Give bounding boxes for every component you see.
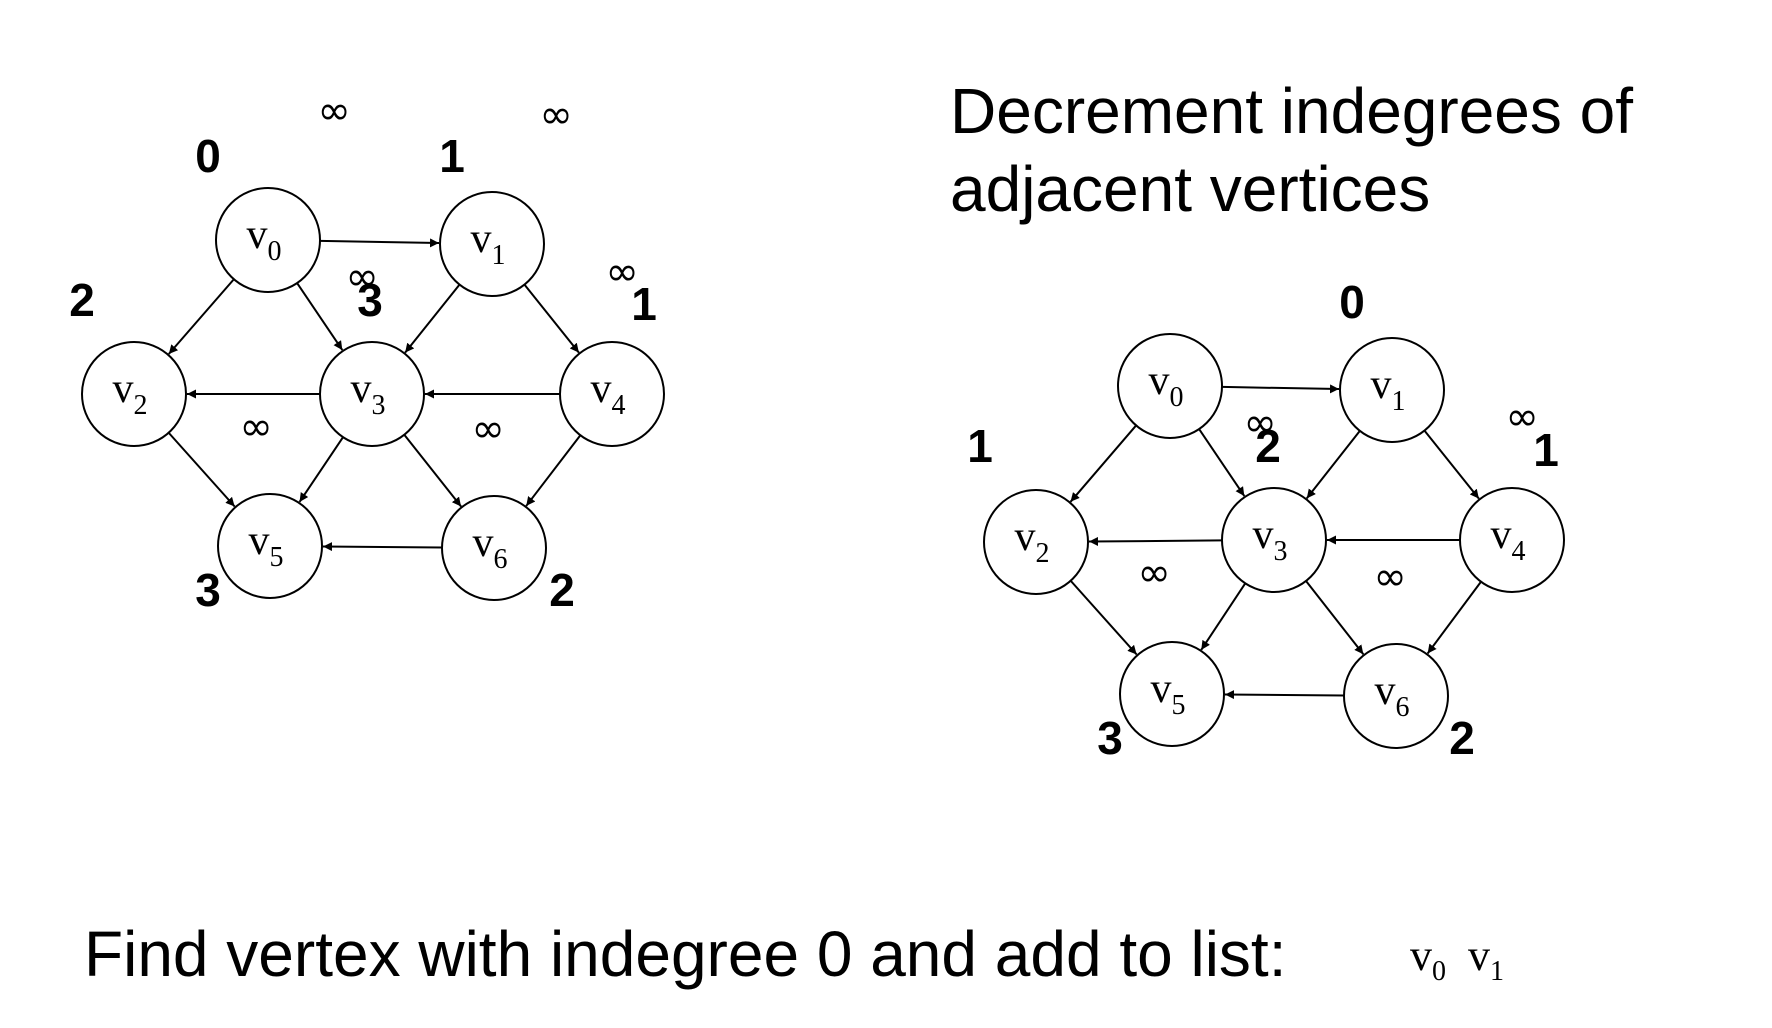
vertex-circle [983, 489, 1089, 595]
vertex-circle [1339, 337, 1445, 443]
vertex-circle [441, 495, 547, 601]
vertex-v4: v4 [1459, 487, 1565, 593]
vertex-v1: v1 [439, 191, 545, 297]
vertex-v6: v6 [441, 495, 547, 601]
indegree-label-v3: 3 [357, 274, 383, 326]
vertex-v0: v0 [215, 187, 321, 293]
infinity-mark: ∞ [1505, 394, 1538, 440]
sorted-item: v1 [1468, 931, 1504, 987]
edge-v3-v5 [1200, 582, 1247, 651]
vertex-label: v1 [471, 216, 506, 271]
indegree-label-v1: 1 [439, 130, 465, 182]
heading-line-2: adjacent vertices [950, 153, 1431, 225]
vertex-circle [1117, 333, 1223, 439]
vertex-v4: v4 [559, 341, 665, 447]
vertex-label: v2 [113, 366, 148, 421]
vertex-label: v0 [1149, 358, 1184, 413]
vertex-label: v4 [591, 366, 626, 421]
vertex-v2: v2 [81, 341, 187, 447]
vertex-v5: v5 [217, 493, 323, 599]
slide-heading: Decrement indegrees of adjacent vertices [950, 72, 1750, 228]
edge-v0-v2 [168, 278, 235, 355]
edge-v1-v4 [523, 283, 580, 354]
vertex-v1: v1 [1339, 337, 1445, 443]
vertex-label: v5 [249, 518, 284, 573]
vertex-label: v3 [351, 366, 386, 421]
edge-v6-v5 [1224, 690, 1345, 700]
infinity-mark: ∞ [1243, 400, 1276, 446]
edge-v3-v2 [1088, 536, 1223, 546]
edge-v6-v5 [322, 542, 443, 552]
vertex-label: v2 [1015, 514, 1050, 569]
indegree-label-v2: 1 [967, 420, 993, 472]
vertex-circle [319, 341, 425, 447]
vertex-circle [1221, 487, 1327, 593]
infinity-mark: ∞ [239, 404, 272, 450]
footer-instruction: Find vertex with indegree 0 and add to l… [84, 918, 1287, 990]
sorted-vertex-list: v0 v1 [1410, 930, 1526, 988]
indegree-label-v4: 1 [631, 278, 657, 330]
indegree-label-v4: 1 [1533, 424, 1559, 476]
indegree-label-v0: 0 [195, 130, 221, 182]
vertex-v5: v5 [1119, 641, 1225, 747]
heading-line-1: Decrement indegrees of [950, 75, 1634, 147]
edge-v4-v6 [525, 434, 582, 507]
edge-v3-v6 [1305, 580, 1365, 655]
infinity-mark: ∞ [317, 88, 350, 134]
vertex-v2: v2 [983, 489, 1089, 595]
vertex-label: v1 [1371, 362, 1406, 417]
indegree-label-v5: 3 [195, 564, 221, 616]
vertex-circle [81, 341, 187, 447]
edge-v0-v1 [1221, 384, 1340, 394]
infinity-mark: ∞ [1137, 550, 1170, 596]
vertex-label: v6 [1375, 668, 1410, 723]
edge-v4-v6 [1426, 581, 1482, 655]
edge-v3-v5 [298, 436, 344, 503]
edge-v2-v5 [1069, 580, 1138, 656]
edge-v2-v5 [167, 432, 236, 508]
vertex-label: v5 [1151, 666, 1186, 721]
vertex-circle [1459, 487, 1565, 593]
infinity-mark: ∞ [471, 406, 504, 452]
vertex-label: v0 [247, 212, 282, 267]
vertex-label: v6 [473, 520, 508, 575]
vertex-v3: v3 [319, 341, 425, 447]
vertex-circle [217, 493, 323, 599]
indegree-label-v6: 2 [549, 564, 575, 616]
vertex-circle [439, 191, 545, 297]
edge-v3-v6 [403, 434, 462, 508]
indegree-label-v1: 0 [1339, 276, 1365, 328]
indegree-label-v5: 3 [1097, 712, 1123, 764]
infinity-mark: ∞ [345, 254, 378, 300]
edge-v1-v3 [1305, 430, 1361, 499]
vertex-circle [215, 187, 321, 293]
edge-v0-v3 [1198, 428, 1246, 497]
infinity-mark: ∞ [539, 92, 572, 138]
vertex-circle [559, 341, 665, 447]
vertex-v0: v0 [1117, 333, 1223, 439]
sorted-item: v0 [1410, 931, 1446, 987]
edge-v1-v4 [1423, 429, 1480, 500]
edge-v1-v3 [404, 283, 461, 354]
vertex-circle [1343, 643, 1449, 749]
vertex-label: v3 [1253, 512, 1288, 567]
indegree-label-v3: 2 [1255, 420, 1281, 472]
vertex-circle [1119, 641, 1225, 747]
vertex-label: v4 [1491, 512, 1526, 567]
edge-v0-v3 [296, 282, 344, 351]
vertex-v3: v3 [1221, 487, 1327, 593]
edge-v0-v2 [1069, 424, 1137, 503]
vertex-v6: v6 [1343, 643, 1449, 749]
indegree-label-v6: 2 [1449, 712, 1475, 764]
infinity-mark: ∞ [1373, 554, 1406, 600]
edge-v0-v1 [319, 238, 440, 248]
indegree-label-v2: 2 [69, 274, 95, 326]
infinity-mark: ∞ [605, 249, 638, 295]
